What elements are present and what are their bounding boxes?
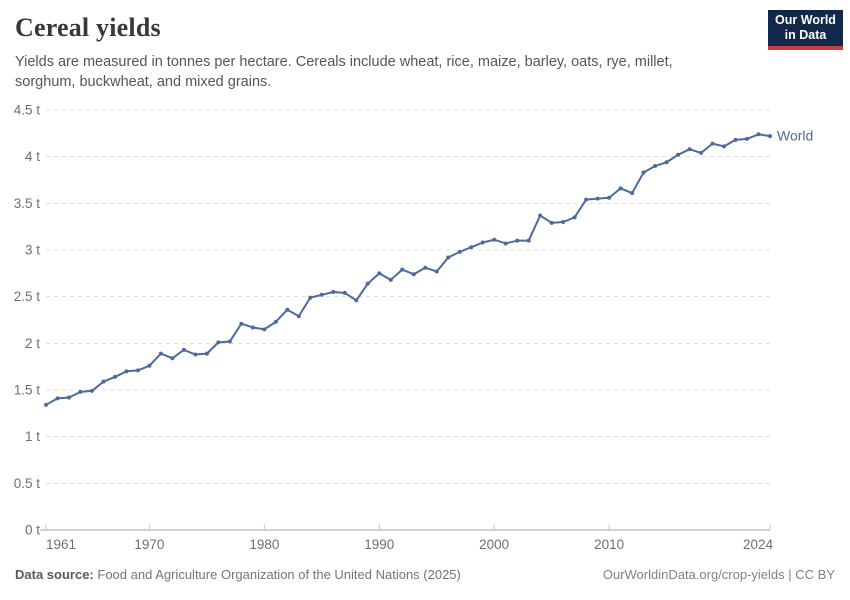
data-point[interactable] (595, 196, 600, 201)
data-point[interactable] (710, 141, 715, 146)
credit-link[interactable]: OurWorldinData.org/crop-yields | CC BY (602, 567, 835, 582)
data-point[interactable] (446, 255, 451, 260)
x-axis-tick-label: 2000 (479, 537, 509, 552)
data-point[interactable] (756, 132, 761, 137)
data-point[interactable] (480, 240, 485, 245)
chart-header: Cereal yields Yields are measured in ton… (15, 13, 715, 92)
y-axis-tick-label: 1.5 t (14, 383, 41, 398)
data-point[interactable] (572, 215, 577, 220)
data-point[interactable] (584, 197, 589, 202)
data-point[interactable] (55, 396, 60, 401)
data-point[interactable] (630, 191, 635, 196)
data-point[interactable] (262, 327, 267, 332)
owid-logo-line1: Our World (775, 13, 836, 27)
y-axis-tick-label: 4 t (25, 149, 40, 164)
data-source: Data source: Food and Agriculture Organi… (15, 567, 461, 582)
y-axis-tick-label: 3 t (25, 243, 40, 258)
y-axis-tick-label: 0 t (25, 523, 40, 538)
data-point[interactable] (768, 134, 772, 139)
data-point[interactable] (193, 352, 198, 357)
data-point[interactable] (687, 147, 692, 152)
data-point[interactable] (469, 245, 474, 250)
data-point[interactable] (503, 241, 508, 246)
data-point[interactable] (607, 195, 612, 200)
data-point[interactable] (331, 290, 336, 294)
data-point[interactable] (549, 220, 554, 225)
data-point[interactable] (147, 363, 152, 368)
data-point[interactable] (354, 298, 359, 303)
x-axis-tick-label: 1980 (249, 537, 279, 552)
data-point[interactable] (216, 340, 221, 345)
data-point[interactable] (411, 272, 416, 277)
data-point[interactable] (699, 150, 704, 155)
y-axis-tick-label: 3.5 t (14, 196, 41, 211)
data-point[interactable] (664, 160, 669, 165)
data-point[interactable] (44, 402, 48, 407)
chart-subtitle: Yields are measured in tonnes per hectar… (15, 54, 673, 90)
x-axis-tick-label: 1990 (364, 537, 394, 552)
data-point[interactable] (308, 295, 313, 300)
y-axis-tick-label: 4.5 t (14, 103, 41, 118)
x-axis-tick-label: 2010 (594, 537, 624, 552)
series-line[interactable] (45, 133, 771, 406)
y-axis-tick-label: 0.5 t (14, 476, 41, 491)
data-point[interactable] (285, 307, 290, 312)
data-point[interactable] (653, 164, 658, 168)
data-point[interactable] (400, 267, 405, 272)
data-point[interactable] (515, 238, 520, 243)
data-point[interactable] (239, 321, 244, 326)
data-point[interactable] (457, 249, 462, 254)
data-point[interactable] (641, 170, 646, 175)
owid-logo[interactable]: Our World in Data (768, 10, 843, 50)
y-axis-tick-label: 1 t (25, 429, 40, 444)
data-point[interactable] (170, 356, 175, 361)
data-point[interactable] (388, 277, 393, 282)
data-point[interactable] (204, 351, 209, 356)
data-point[interactable] (124, 369, 129, 374)
data-point[interactable] (112, 374, 117, 379)
data-point[interactable] (181, 347, 186, 352)
data-point[interactable] (377, 271, 382, 276)
data-point[interactable] (66, 395, 71, 400)
data-point[interactable] (101, 379, 106, 384)
x-axis-tick-label: 1970 (134, 537, 164, 552)
data-point[interactable] (273, 319, 278, 324)
data-point[interactable] (227, 339, 232, 344)
data-point[interactable] (722, 144, 727, 149)
data-point[interactable] (342, 290, 347, 295)
data-point[interactable] (733, 137, 738, 142)
data-point[interactable] (423, 265, 428, 270)
data-point[interactable] (296, 314, 301, 319)
series-label[interactable]: World (777, 128, 813, 144)
page-title: Cereal yields (15, 13, 161, 42)
data-point[interactable] (538, 213, 543, 218)
data-point[interactable] (676, 152, 681, 157)
x-axis-tick-label: 1961 (46, 537, 76, 552)
data-point[interactable] (492, 237, 497, 242)
data-point[interactable] (745, 136, 750, 141)
owid-logo-line2: in Data (784, 28, 827, 42)
y-axis-tick-label: 2.5 t (14, 289, 41, 304)
chart-footer: Data source: Food and Agriculture Organi… (15, 567, 835, 582)
data-point[interactable] (434, 269, 439, 274)
data-source-label: Data source: (15, 567, 94, 582)
data-point[interactable] (158, 351, 163, 356)
data-point[interactable] (526, 238, 531, 243)
data-point[interactable] (135, 368, 140, 373)
y-axis-tick-label: 2 t (25, 336, 40, 351)
x-axis-tick-label: 2024 (743, 537, 774, 552)
data-point[interactable] (78, 389, 83, 394)
data-point[interactable] (618, 186, 623, 191)
data-point[interactable] (89, 388, 94, 393)
data-source-text: Food and Agriculture Organization of the… (97, 567, 461, 582)
data-point[interactable] (561, 220, 566, 224)
data-point[interactable] (319, 292, 324, 297)
data-point[interactable] (250, 325, 255, 330)
data-point[interactable] (365, 281, 370, 286)
